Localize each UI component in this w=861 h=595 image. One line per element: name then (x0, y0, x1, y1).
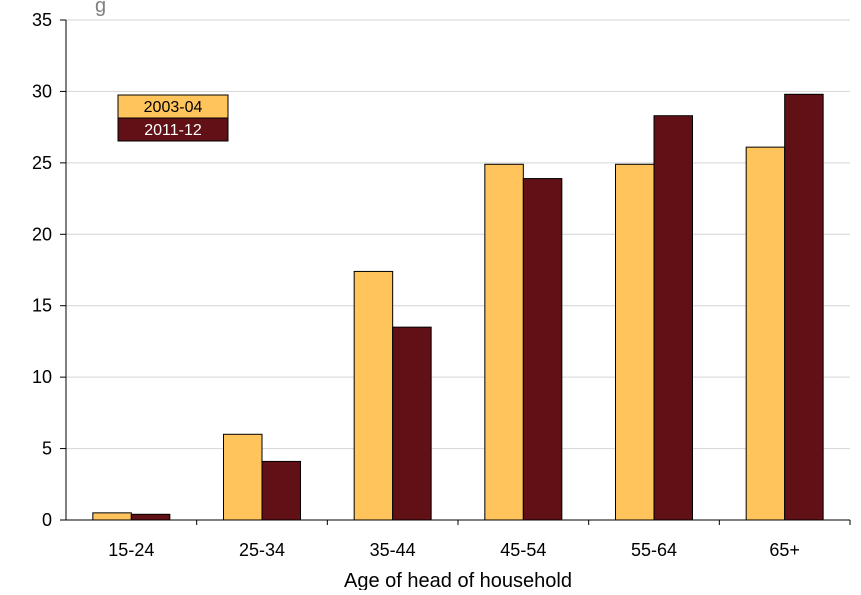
bar-2011-12-35-44 (392, 326, 432, 521)
y-tick-label: 15 (32, 296, 52, 316)
bar-2011-12-25-34 (261, 460, 301, 521)
y-tick-label: 20 (32, 224, 52, 244)
y-tick-labels: 0 5 10 15 20 25 30 35 (32, 10, 52, 530)
bars (92, 93, 824, 521)
x-tick-label: 15-24 (108, 540, 154, 560)
bar-2003-04-15-24 (92, 512, 132, 521)
y-tick-label: 30 (32, 81, 52, 101)
bar-2003-04-25-34 (223, 433, 263, 521)
x-tick-labels: 15-24 25-34 35-44 45-54 55-64 65+ (108, 540, 800, 560)
legend-label-2003-04: 2003-04 (144, 99, 203, 116)
bar-2011-12-15-24 (130, 513, 171, 521)
x-tick-label: 65+ (769, 540, 800, 560)
axes (60, 19, 851, 525)
x-axis-title: Age of head of household (344, 570, 572, 590)
chart-title-fragment: g (95, 0, 106, 17)
x-tick-label: 55-64 (631, 540, 677, 560)
y-tick-label: 10 (32, 367, 52, 387)
legend: 2003-04 2011-12 (117, 94, 229, 142)
y-tick-label: 25 (32, 153, 52, 173)
x-tick-label: 45-54 (500, 540, 546, 560)
legend-swatch-2011-12 (117, 117, 229, 142)
legend-label-2011-12: 2011-12 (144, 122, 202, 139)
bar-2003-04-65+ (745, 146, 786, 521)
y-tick-label: 0 (42, 510, 52, 530)
gridlines (66, 19, 850, 450)
bar-2003-04-55-64 (615, 163, 655, 521)
x-tick-label: 35-44 (370, 540, 416, 560)
y-tick-label: 35 (32, 10, 52, 30)
bar-2011-12-55-64 (653, 115, 693, 521)
bar-2011-12-45-54 (522, 178, 563, 521)
bar-2003-04-45-54 (484, 163, 524, 521)
bar-2011-12-65+ (784, 93, 824, 521)
bar-2003-04-35-44 (353, 270, 394, 521)
x-tick-label: 25-34 (239, 540, 285, 560)
y-tick-label: 5 (42, 439, 52, 459)
